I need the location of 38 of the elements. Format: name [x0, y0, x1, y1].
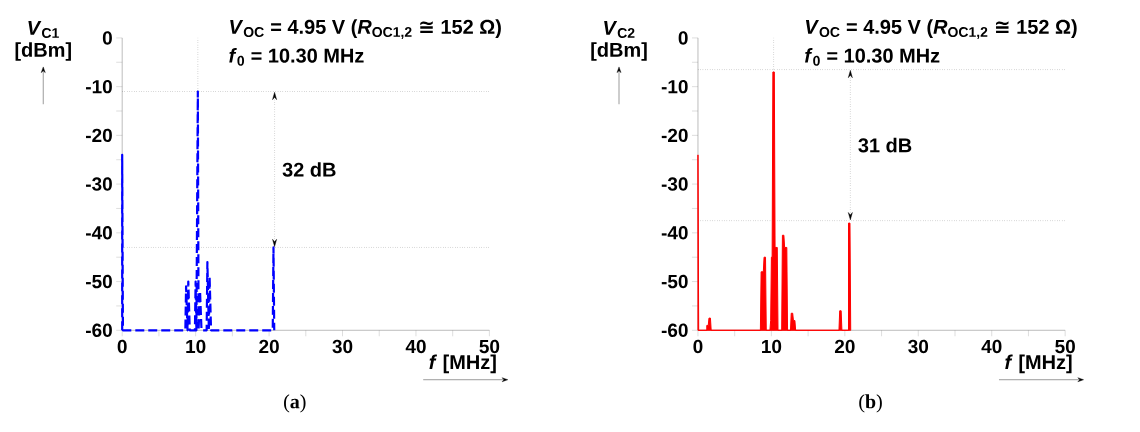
x-tick-label: 0: [117, 339, 127, 354]
y-axis-title: V$_{C1}$ [dBm]: [15, 20, 71, 61]
x-tick-label: 40: [981, 339, 1002, 354]
y-tick-label: -40: [86, 226, 112, 240]
text: (b): [859, 394, 882, 413]
y-tick-label: 0: [678, 31, 688, 45]
annotation: 32 dB: [282, 162, 336, 177]
y-tick-label: -20: [86, 128, 112, 143]
x-tick-label: 30: [332, 339, 353, 354]
x-tick-label: 10: [762, 339, 782, 354]
text: (a): [284, 394, 306, 413]
chart-title: V$_{OC}$ = 4.95 V (R$_{OC1,2}$ ≅ 152 Ω): [805, 19, 1077, 39]
y-tick-label: -30: [661, 177, 688, 191]
annotation: 31 dB: [858, 137, 912, 153]
y-tick-label: -10: [86, 79, 112, 94]
y-axis-title: V$_{C2}$ [dBm]: [591, 20, 647, 61]
chart-title: V$_{OC}$ = 4.95 V (R$_{OC1,2}$ ≅ 152 Ω): [230, 19, 501, 39]
y-tick-label: -30: [86, 177, 112, 191]
y-tick-label: -10: [661, 79, 688, 94]
x-tick-label: 40: [405, 339, 426, 354]
y-tick-label: -50: [86, 274, 112, 289]
chart-subtitle: f$_{0}$ = 10.30 MHz: [229, 48, 364, 66]
x-tick-label: 50: [1055, 339, 1075, 354]
y-tick-label: -60: [86, 323, 112, 337]
x-tick-label: 20: [259, 339, 279, 354]
y-tick-label: -20: [661, 128, 688, 143]
x-tick-label: 10: [186, 339, 206, 354]
y-tick-label: 0: [102, 31, 112, 45]
chart-subtitle: f$_{0}$ = 10.30 MHz: [805, 48, 940, 66]
y-tick-label: -50: [661, 274, 688, 289]
x-tick-label: 20: [834, 339, 855, 354]
x-axis-title: f [MHz]: [1005, 354, 1072, 374]
x-tick-label: 0: [693, 339, 703, 354]
x-tick-label: 30: [908, 339, 929, 354]
y-tick-label: -40: [661, 226, 688, 240]
x-axis-title: f [MHz]: [429, 354, 496, 374]
y-tick-label: -60: [661, 323, 688, 337]
x-tick-label: 50: [479, 339, 500, 354]
